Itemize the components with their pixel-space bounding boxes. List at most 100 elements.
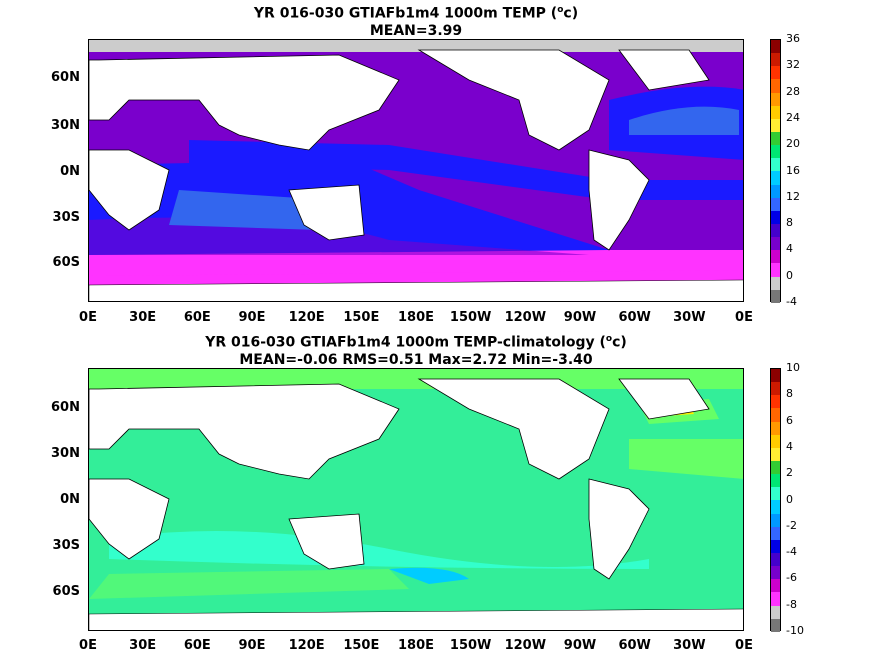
top-lat-label-60s: 60S <box>52 255 80 270</box>
bottom-lon-label: 120W <box>504 638 547 653</box>
bottom-lat-label-0n: 0N <box>60 492 80 507</box>
top-title-unit-sup: o <box>557 5 564 15</box>
bottom-colorbar-tick-label: 2 <box>786 466 793 480</box>
top-colorbar-segment <box>771 250 780 264</box>
bottom-colorbar-segment <box>771 618 780 632</box>
bottom-lon-label: 0E <box>735 638 753 653</box>
top-lat-label-30n: 30N <box>51 118 80 133</box>
top-lon-label: 180E <box>397 310 435 325</box>
bottom-colorbar-tick-label: 4 <box>786 439 793 453</box>
bottom-colorbar-tick-label: -2 <box>786 518 797 532</box>
bottom-map-svg <box>89 369 743 630</box>
top-lon-label: 120W <box>504 310 547 325</box>
bottom-colorbar-tick-label: -6 <box>786 571 797 585</box>
top-colorbar-segment <box>771 131 780 146</box>
top-colorbar-tick-label: -4 <box>786 295 797 308</box>
bottom-lat-label-30n: 30N <box>51 446 80 461</box>
bottom-colorbar-segment <box>771 487 780 501</box>
bottom-colorbar-segment <box>771 500 780 514</box>
top-colorbar-tick-label: 28 <box>786 84 800 98</box>
top-colorbar-segment <box>771 158 780 172</box>
top-lon-label: 150E <box>343 310 380 325</box>
bottom-colorbar-segment <box>771 460 780 475</box>
top-lon-label: 60W <box>618 310 651 325</box>
top-title-line1: YR 016-030 GTIAFb1m4 1000m TEMP ( <box>253 5 558 22</box>
top-colorbar-tick-label: 32 <box>786 58 800 72</box>
top-colorbar-tick-label: 12 <box>786 189 800 203</box>
bottom-lat-label-60n: 60N <box>51 400 80 415</box>
bottom-lon-label: 30W <box>673 638 706 653</box>
bottom-colorbar-segment <box>771 408 780 422</box>
bottom-lon-label: 150W <box>449 638 492 653</box>
bottom-map <box>88 368 744 631</box>
bottom-title-unit-end: c) <box>612 334 627 351</box>
top-colorbar-segment <box>771 92 780 106</box>
top-colorbar-tick-label: 8 <box>786 216 793 230</box>
top-lon-label: 0E <box>79 310 97 325</box>
bottom-colorbar-tick-label: 0 <box>786 492 793 506</box>
bottom-colorbar-segment <box>771 434 780 448</box>
top-colorbar-segment <box>771 53 780 67</box>
bottom-colorbar-segment <box>771 474 780 488</box>
top-colorbar <box>770 39 781 303</box>
top-title-unit-end: c) <box>563 5 579 22</box>
bottom-colorbar-tick-label: -10 <box>786 624 804 637</box>
top-colorbar-segment <box>771 197 780 211</box>
bottom-title-line1: YR 016-030 GTIAFb1m4 1000m TEMP-climatol… <box>205 334 606 351</box>
top-colorbar-segment <box>771 276 780 290</box>
top-lat-label-0n: 0N <box>60 164 80 179</box>
bottom-colorbar-tick-label: -4 <box>786 545 797 559</box>
bottom-lat-label-60s: 60S <box>52 584 80 599</box>
bottom-title-unit-sup: o <box>605 334 613 344</box>
top-colorbar-segment <box>771 210 780 224</box>
bottom-lon-label: 60E <box>183 638 211 653</box>
bottom-lon-label: 180E <box>397 638 435 653</box>
top-colorbar-tick-label: 16 <box>786 163 800 177</box>
top-colorbar-segment <box>771 118 780 132</box>
bottom-title: YR 016-030 GTIAFb1m4 1000m TEMP-climatol… <box>88 331 744 369</box>
top-title: YR 016-030 GTIAFb1m4 1000m TEMP (oc) MEA… <box>88 2 744 40</box>
top-colorbar-segment <box>771 66 780 80</box>
top-colorbar-segment <box>771 289 780 303</box>
top-colorbar-segment <box>771 105 780 119</box>
top-lon-label: 30W <box>673 310 706 325</box>
top-colorbar-segment <box>771 223 780 238</box>
top-map-svg <box>89 40 743 301</box>
top-colorbar-segment <box>771 171 780 185</box>
top-lon-label: 150W <box>449 310 492 325</box>
bottom-colorbar-segment <box>771 369 780 383</box>
bottom-colorbar-tick-label: 10 <box>786 361 800 374</box>
bottom-lat-label-30s: 30S <box>52 538 80 553</box>
bottom-lon-label: 30E <box>129 638 157 653</box>
bottom-lon-label: 60W <box>618 638 651 653</box>
bottom-colorbar-segment <box>771 395 780 409</box>
top-lon-label: 60E <box>183 310 211 325</box>
top-colorbar-tick-label: 0 <box>786 268 793 282</box>
bottom-colorbar-segment <box>771 539 780 553</box>
bottom-colorbar-segment <box>771 421 780 435</box>
bottom-colorbar-tick-label: 8 <box>786 387 793 401</box>
top-colorbar-segment <box>771 40 780 54</box>
bottom-colorbar-tick-label: -8 <box>786 597 797 611</box>
top-colorbar-segment <box>771 237 780 251</box>
top-colorbar-tick-label: 20 <box>786 137 800 151</box>
top-colorbar-tick-label: 36 <box>786 32 800 45</box>
top-lon-label: 90W <box>563 310 597 325</box>
bottom-colorbar <box>770 368 781 632</box>
bottom-lon-label: 150E <box>343 638 380 653</box>
bottom-colorbar-segment <box>771 526 780 540</box>
top-colorbar-segment <box>771 184 780 198</box>
top-lon-label: 90E <box>238 310 266 325</box>
bottom-colorbar-segment <box>771 552 780 567</box>
bottom-colorbar-tick-label: 6 <box>786 413 793 427</box>
bottom-colorbar-segment <box>771 382 780 396</box>
bottom-lon-label: 120E <box>288 638 325 653</box>
top-lon-label: 0E <box>735 310 753 325</box>
top-colorbar-segment <box>771 79 780 93</box>
bottom-colorbar-segment <box>771 592 780 606</box>
top-colorbar-tick-label: 4 <box>786 242 793 256</box>
bottom-colorbar-segment <box>771 579 780 593</box>
top-colorbar-segment <box>771 263 780 277</box>
bottom-colorbar-segment <box>771 513 780 527</box>
top-lon-label: 30E <box>129 310 157 325</box>
